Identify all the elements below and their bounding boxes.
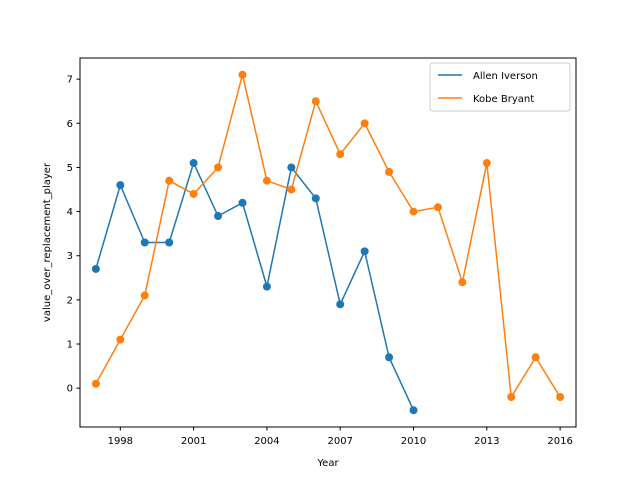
legend-label-allen-iverson: Allen Iverson	[473, 71, 538, 82]
y-tick-label-4: 4	[67, 207, 73, 218]
y-tick-label-0: 0	[67, 384, 73, 395]
data-point-kobe-bryant-2006	[311, 97, 320, 106]
data-point-kobe-bryant-2004	[262, 176, 271, 185]
x-tick-label-2010: 2010	[401, 436, 426, 447]
data-point-kobe-bryant-1997	[91, 379, 100, 388]
data-point-allen-iverson-1999	[140, 238, 149, 247]
data-point-kobe-bryant-2010	[409, 207, 418, 216]
x-axis-label: Year	[316, 458, 339, 469]
data-point-allen-iverson-2007	[336, 300, 345, 309]
data-point-kobe-bryant-2009	[385, 167, 394, 176]
y-tick-label-5: 5	[67, 163, 73, 174]
x-tick-label-1998: 1998	[108, 436, 133, 447]
data-point-kobe-bryant-2013	[482, 159, 491, 168]
data-point-kobe-bryant-2005	[287, 185, 296, 194]
data-point-allen-iverson-2006	[311, 194, 320, 203]
y-tick-label-6: 6	[67, 119, 73, 130]
x-tick-label-2004: 2004	[254, 436, 279, 447]
data-point-allen-iverson-2004	[262, 282, 271, 291]
data-point-kobe-bryant-1999	[140, 291, 149, 300]
y-tick-label-7: 7	[67, 75, 73, 86]
y-axis-ticks: 0 1 2 3 4 5 6 7	[67, 75, 80, 395]
x-tick-label-2001: 2001	[181, 436, 206, 447]
legend: Allen Iverson Kobe Bryant	[429, 62, 571, 112]
data-point-kobe-bryant-2012	[458, 278, 467, 287]
data-point-kobe-bryant-1998	[116, 335, 125, 344]
data-point-allen-iverson-2010	[409, 406, 418, 415]
data-point-allen-iverson-2008	[360, 247, 369, 256]
legend-box	[429, 62, 571, 112]
x-tick-label-2007: 2007	[327, 436, 352, 447]
data-point-kobe-bryant-2014	[507, 392, 516, 401]
y-tick-label-3: 3	[67, 251, 73, 262]
series-line-kobe-bryant	[95, 74, 561, 398]
x-tick-label-2016: 2016	[547, 436, 572, 447]
data-point-allen-iverson-2009	[385, 353, 394, 362]
data-point-kobe-bryant-2000	[165, 176, 174, 185]
x-tick-label-2013: 2013	[474, 436, 499, 447]
data-point-allen-iverson-2002	[214, 212, 223, 221]
data-point-allen-iverson-1998	[116, 181, 125, 190]
data-point-kobe-bryant-2008	[360, 119, 369, 128]
y-axis-label: value_over_replacement_player	[42, 162, 53, 322]
data-point-allen-iverson-2005	[287, 163, 296, 172]
y-tick-label-2: 2	[67, 295, 73, 306]
data-point-allen-iverson-2003	[238, 198, 247, 207]
data-point-allen-iverson-2001	[189, 159, 198, 168]
plot-area	[91, 70, 565, 415]
axes-frame	[79, 57, 577, 428]
data-point-kobe-bryant-2011	[433, 203, 442, 212]
data-point-kobe-bryant-2015	[531, 353, 540, 362]
data-point-kobe-bryant-2007	[336, 150, 345, 159]
data-point-allen-iverson-1997	[91, 264, 100, 273]
data-point-allen-iverson-2000	[165, 238, 174, 247]
data-point-kobe-bryant-2001	[189, 189, 198, 198]
data-point-kobe-bryant-2002	[214, 163, 223, 172]
y-tick-label-1: 1	[67, 340, 73, 351]
data-point-kobe-bryant-2003	[238, 70, 247, 79]
series-line-allen-iverson	[95, 162, 415, 411]
legend-label-kobe-bryant: Kobe Bryant	[473, 94, 534, 105]
data-point-kobe-bryant-2016	[556, 392, 565, 401]
x-axis-ticks: 1998 2001 2004 2007 2010 2013 2016	[108, 427, 573, 447]
